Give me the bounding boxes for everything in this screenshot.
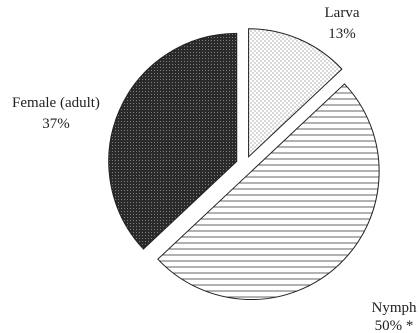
label-female-adult: Female (adult) 37% bbox=[12, 95, 100, 132]
pie-slice-larva bbox=[248, 28, 343, 158]
pie-slice-nymph bbox=[157, 83, 380, 301]
slice-name-female-adult: Female (adult) bbox=[12, 95, 100, 111]
slice-value-female-adult: 37% bbox=[42, 116, 70, 132]
pie-slice-female-adult bbox=[108, 32, 238, 250]
slice-value-nymph: 50% * bbox=[375, 318, 414, 333]
slice-name-larva: Larva bbox=[325, 5, 360, 21]
label-nymph: Nymph 50% * bbox=[372, 300, 418, 333]
slice-name-nymph: Nymph bbox=[372, 300, 418, 316]
pie-slices bbox=[108, 28, 380, 301]
label-larva: Larva 13% bbox=[325, 5, 360, 42]
slice-value-larva: 13% bbox=[328, 26, 356, 42]
